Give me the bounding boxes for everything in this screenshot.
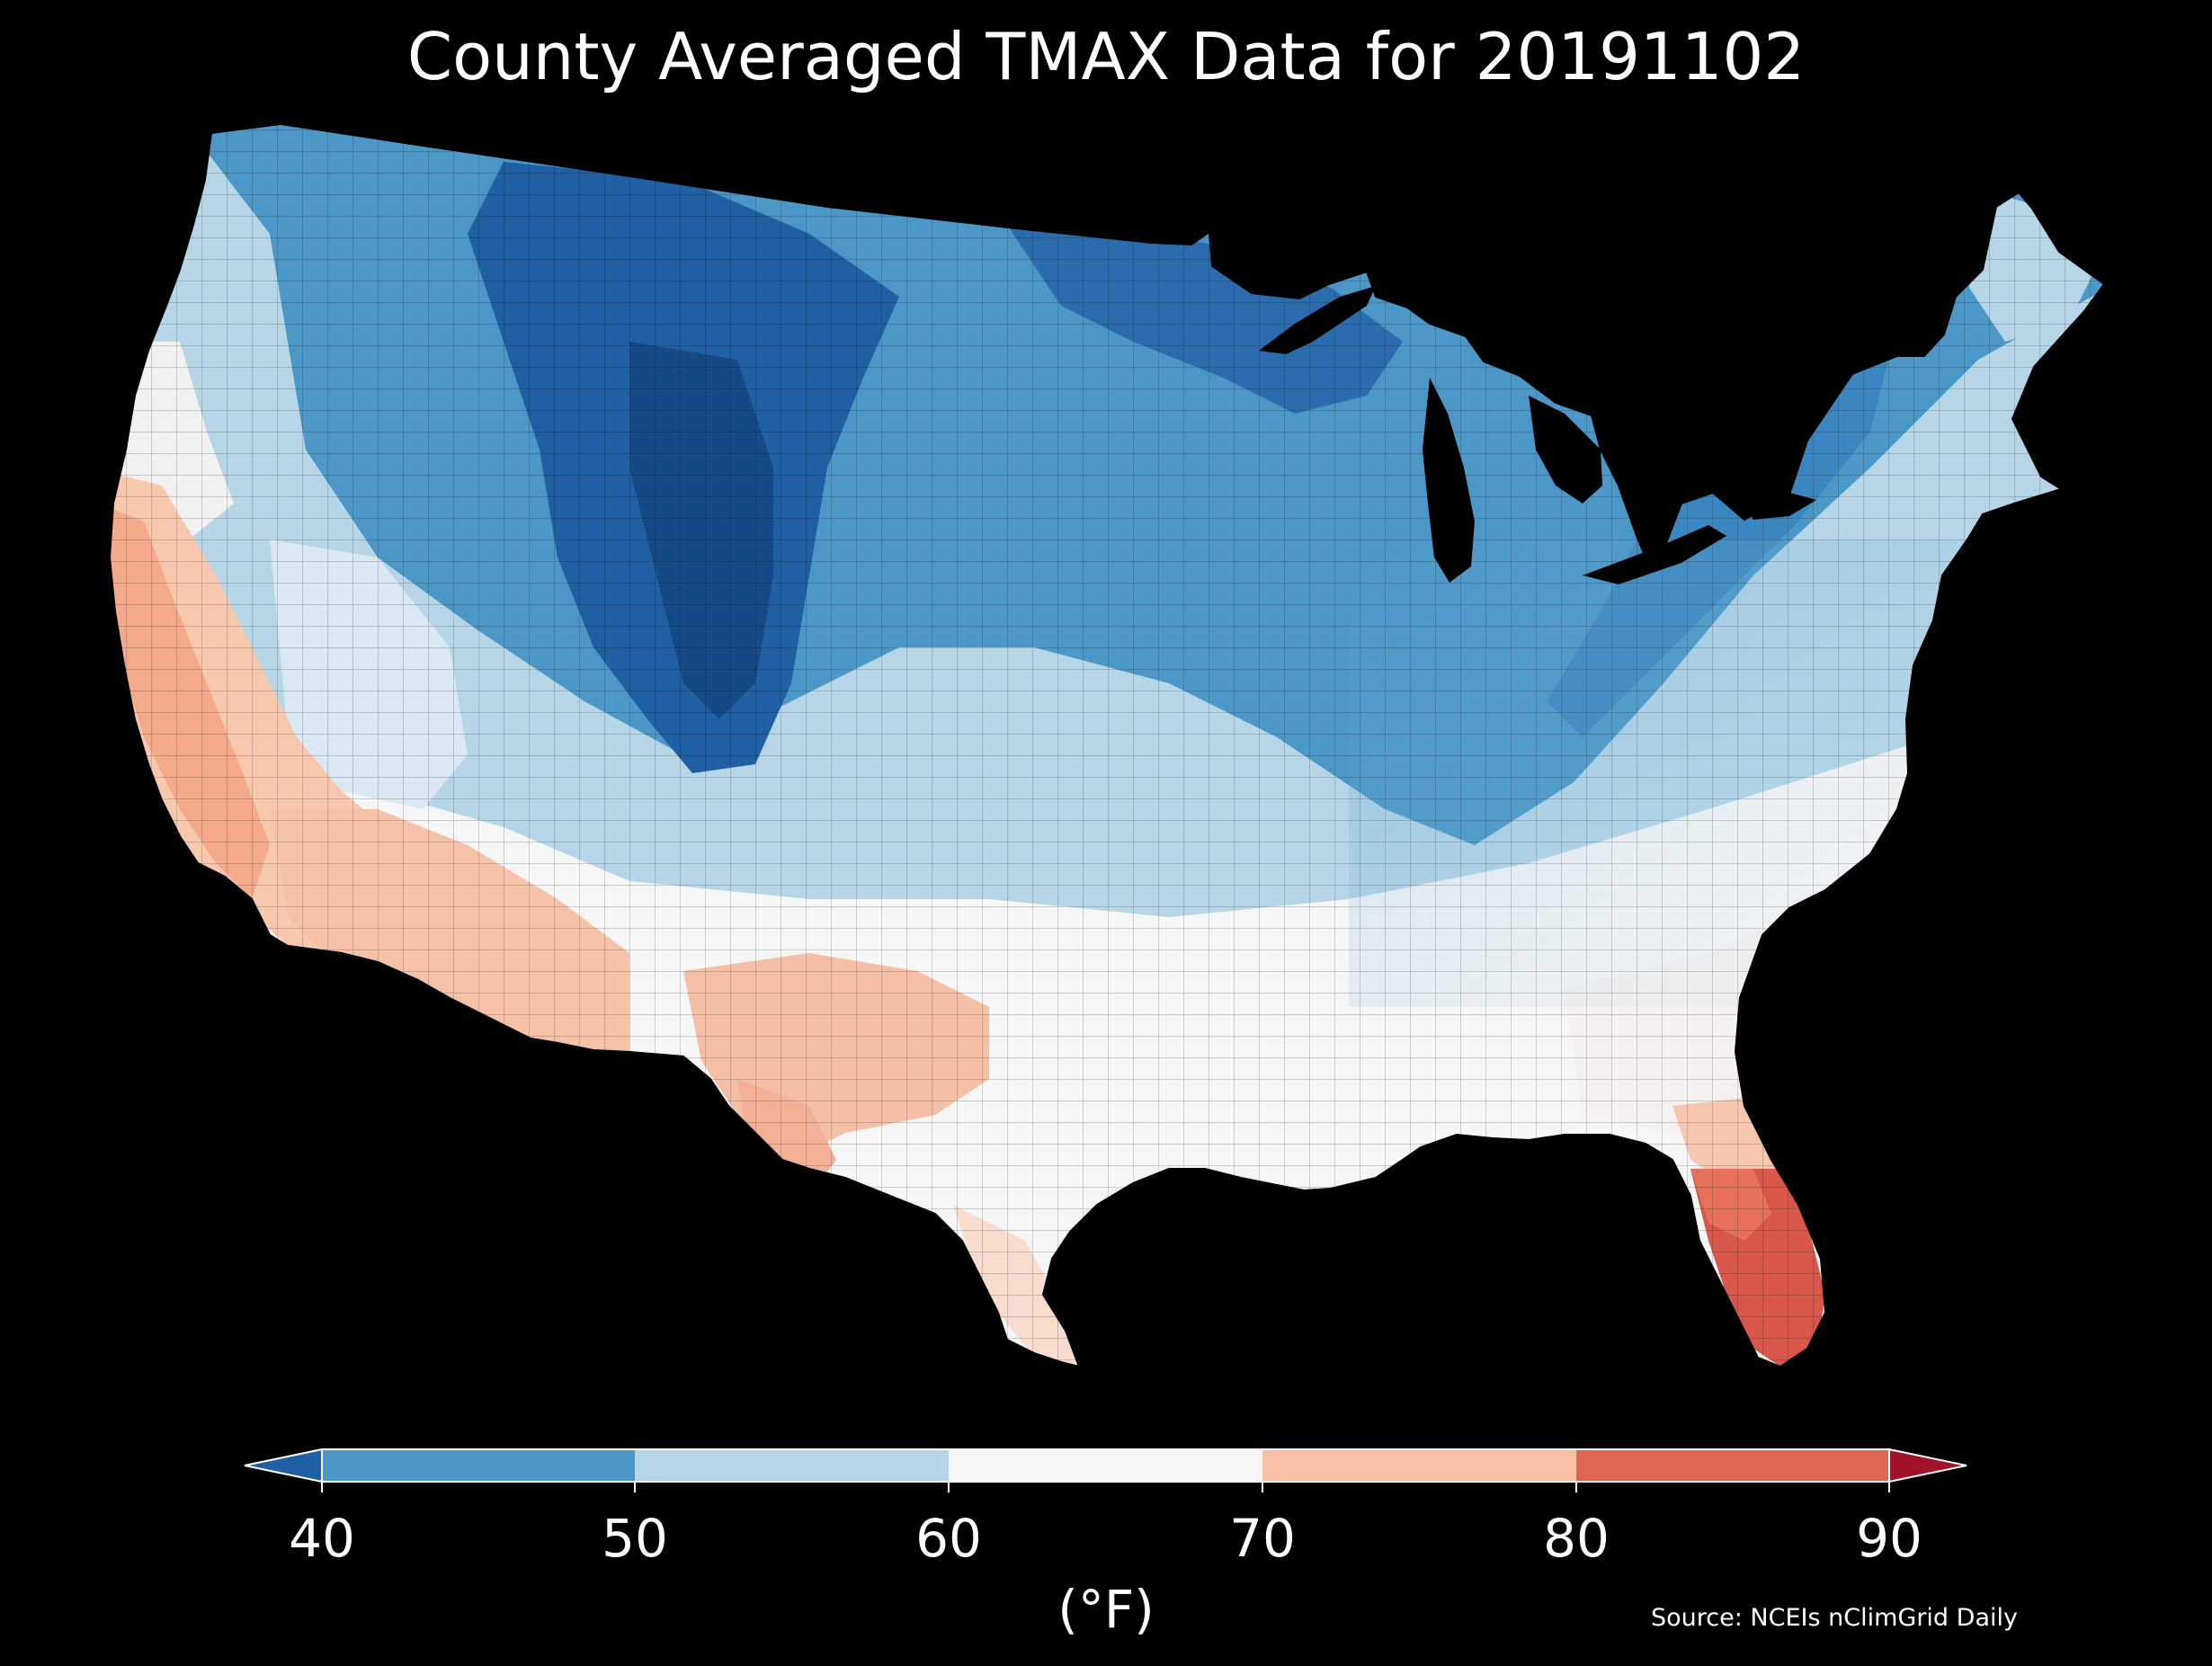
lake-huron <box>1529 396 1602 503</box>
colorbar-tick-50: 50 <box>602 1508 668 1569</box>
lake-ontario <box>1744 493 1816 520</box>
colorbar-extend-high <box>1888 1448 1967 1483</box>
lake-erie <box>1583 525 1726 584</box>
colorbar-tick-80: 80 <box>1543 1508 1610 1569</box>
colorbar-frame <box>321 1448 1890 1483</box>
colorbar-tick-60: 60 <box>915 1508 982 1569</box>
colorbar-tick-marks <box>321 1482 1890 1492</box>
source-note: Source: NCEIs nClimGrid Daily <box>1651 1604 2018 1632</box>
colorbar-bin-50-60 <box>635 1449 949 1482</box>
colorbar-tick-40: 40 <box>289 1508 355 1569</box>
colorbar-extend-low <box>244 1448 323 1483</box>
colorbar-unit-label: (°F) <box>1057 1579 1155 1640</box>
great-lakes <box>1259 286 1816 584</box>
colorbar-bin-40-50 <box>322 1449 635 1482</box>
colorbar-bin-60-70 <box>949 1449 1262 1482</box>
map-title: County Averaged TMAX Data for 20191102 <box>406 19 1806 94</box>
lake-superior <box>1259 286 1376 354</box>
colorbar-tick-90: 90 <box>1856 1508 1922 1569</box>
lake-michigan <box>1423 378 1475 583</box>
colorbar-bin-80-90 <box>1576 1449 1889 1482</box>
colorbar-bin-70-80 <box>1262 1449 1576 1482</box>
colorbar-tick-70: 70 <box>1229 1508 1296 1569</box>
us-outline <box>108 122 2106 1368</box>
